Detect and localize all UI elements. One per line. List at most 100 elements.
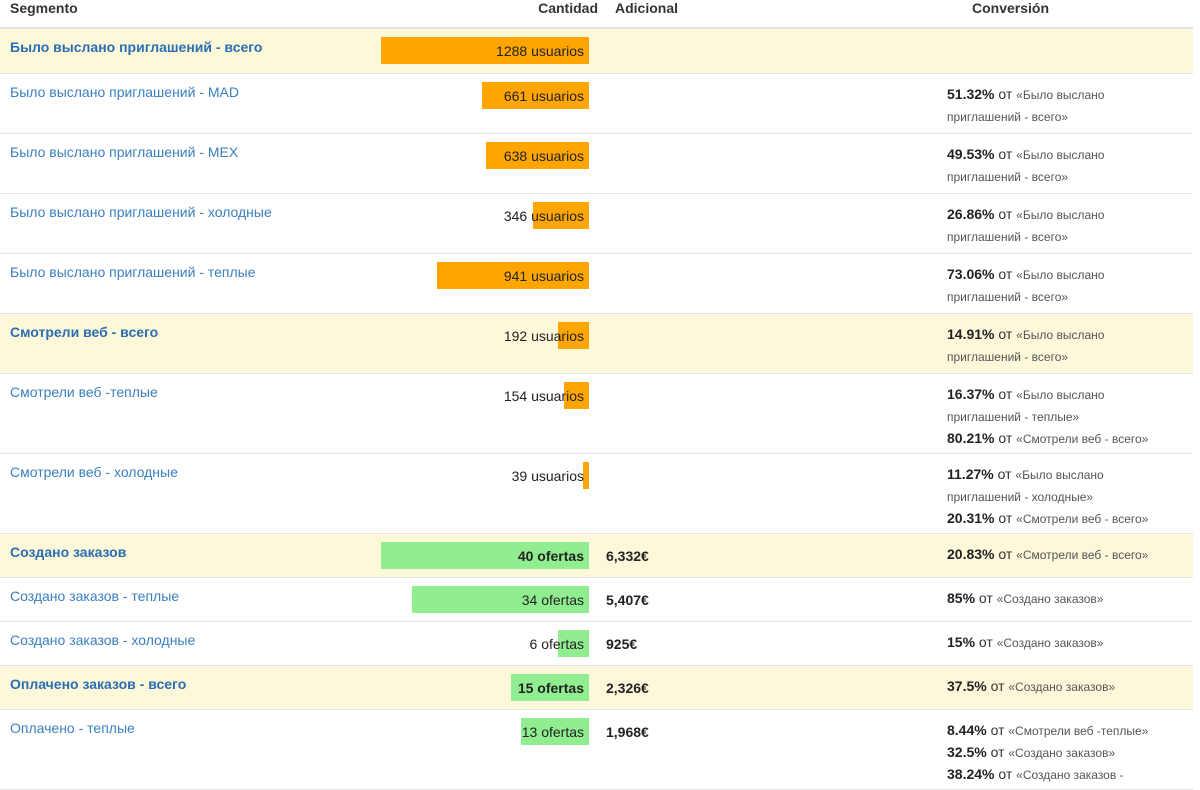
header-conversion[interactable]: Conversión bbox=[972, 0, 1050, 16]
quantity-bar bbox=[381, 542, 589, 569]
quantity-bar bbox=[521, 718, 589, 745]
quantity-value: 941 usuarios bbox=[503, 268, 584, 284]
conversion-percent: 15% bbox=[947, 634, 976, 650]
segment-link[interactable]: Создано заказов bbox=[10, 544, 127, 560]
conversion-line: 51.32% от «Было выслано приглашений - вс… bbox=[947, 84, 1157, 128]
conversion-of: от bbox=[975, 590, 997, 606]
segment-link[interactable]: Было выслано приглашений - холодные bbox=[10, 204, 272, 220]
quantity-value: 6 ofertas bbox=[529, 636, 584, 652]
segment-link[interactable]: Было выслано приглашений - теплые bbox=[10, 264, 256, 280]
conversion-of: от bbox=[986, 744, 1009, 760]
quantity-cell: 6 ofertas bbox=[380, 622, 590, 665]
additional-value bbox=[590, 29, 947, 73]
segment-link[interactable]: Смотрели веб - всего bbox=[10, 324, 159, 340]
conversion-line: 37.5% от «Создано заказов» bbox=[947, 676, 1157, 698]
conversion-line: 85% от «Создано заказов» bbox=[947, 588, 1157, 610]
conversion-of: от bbox=[994, 510, 1017, 526]
conversion-percent: 73.06% bbox=[947, 266, 995, 282]
conversion-of: от bbox=[986, 678, 1009, 694]
segment-link[interactable]: Было выслано приглашений - MEX bbox=[10, 144, 239, 160]
quantity-value: 638 usuarios bbox=[503, 148, 584, 164]
table-header: Segmento Cantidad Adicional Conversión bbox=[0, 0, 1193, 29]
table-body: Было выслано приглашений - всего 1288 usu… bbox=[0, 29, 1193, 790]
conversion-of: от bbox=[993, 466, 1016, 482]
additional-value bbox=[590, 134, 947, 193]
conversion-cell bbox=[947, 29, 1157, 73]
quantity-cell: 661 usuarios bbox=[380, 74, 590, 133]
quantity-bar bbox=[486, 142, 589, 169]
conversion-reference: «Было выслано приглашений - всего» bbox=[947, 88, 1105, 124]
quantity-bar bbox=[583, 462, 589, 489]
segment-link[interactable]: Создано заказов - теплые bbox=[10, 588, 180, 604]
conversion-reference: «Было выслано приглашений - всего» bbox=[947, 148, 1105, 184]
quantity-bar bbox=[437, 262, 589, 289]
quantity-cell: 1288 usuarios bbox=[380, 29, 590, 73]
conversion-line: 49.53% от «Было выслано приглашений - вс… bbox=[947, 144, 1157, 188]
additional-value bbox=[590, 194, 947, 253]
conversion-percent: 51.32% bbox=[947, 86, 995, 102]
conversion-line: 73.06% от «Было выслано приглашений - вс… bbox=[947, 264, 1157, 308]
conversion-reference: «Создано заказов - bbox=[1016, 768, 1124, 782]
conversion-line: 80.21% от «Смотрели веб - всего» bbox=[947, 428, 1157, 450]
table-row: Оплачено - теплые 13 ofertas 1,968€ 8.44% о… bbox=[0, 710, 1193, 790]
conversion-line: 15% от «Создано заказов» bbox=[947, 632, 1157, 654]
segment-link[interactable]: Оплачено заказов - всего bbox=[10, 676, 187, 692]
quantity-value: 40 ofertas bbox=[517, 548, 584, 564]
conversion-percent: 26.86% bbox=[947, 206, 995, 222]
additional-value: 6,332€ bbox=[606, 548, 649, 564]
quantity-cell: 941 usuarios bbox=[380, 254, 590, 313]
quantity-bar bbox=[511, 674, 589, 701]
quantity-cell: 39 usuarios bbox=[380, 454, 590, 533]
quantity-cell: 192 usuarios bbox=[380, 314, 590, 373]
conversion-percent: 32.5% bbox=[947, 744, 987, 760]
conversion-percent: 37.5% bbox=[947, 678, 987, 694]
conversion-cell: 51.32% от «Было выслано приглашений - вс… bbox=[947, 74, 1157, 133]
conversion-reference: «Смотрели веб - всего» bbox=[1016, 512, 1149, 526]
conversion-cell: 16.37% от «Было выслано приглашений - те… bbox=[947, 374, 1157, 453]
quantity-bar bbox=[412, 586, 589, 613]
quantity-cell: 638 usuarios bbox=[380, 134, 590, 193]
conversion-cell: 8.44% от «Смотрели веб -теплые» 32.5% от … bbox=[947, 710, 1157, 789]
additional-value bbox=[590, 254, 947, 313]
conversion-percent: 8.44% bbox=[947, 722, 987, 738]
conversion-cell: 85% от «Создано заказов» bbox=[947, 578, 1157, 621]
quantity-cell: 34 ofertas bbox=[380, 578, 590, 621]
quantity-cell: 40 ofertas bbox=[380, 534, 590, 577]
table-row: Было выслано приглашений - теплые 941 usu… bbox=[0, 254, 1193, 314]
conversion-reference: «Создано заказов» bbox=[1008, 680, 1116, 694]
conversion-reference: «Было выслано приглашений - теплые» bbox=[947, 388, 1105, 424]
conversion-reference: «Смотрели веб - всего» bbox=[1016, 548, 1149, 562]
segment-link[interactable]: Оплачено - теплые bbox=[10, 720, 135, 736]
additional-value: 5,407€ bbox=[606, 592, 649, 608]
segment-link[interactable]: Создано заказов - холодные bbox=[10, 632, 196, 648]
header-quantity[interactable]: Cantidad bbox=[538, 0, 598, 16]
segment-link[interactable]: Было выслано приглашений - всего bbox=[10, 39, 263, 55]
conversion-percent: 80.21% bbox=[947, 430, 995, 446]
header-additional[interactable]: Adicional bbox=[615, 0, 679, 16]
conversion-line: 20.83% от «Смотрели веб - всего» bbox=[947, 544, 1157, 566]
conversion-line: 14.91% от «Было выслано приглашений - вс… bbox=[947, 324, 1157, 368]
conversion-of: от bbox=[994, 386, 1017, 402]
table-row: Было выслано приглашений - MEX 638 usuari… bbox=[0, 134, 1193, 194]
table-row: Было выслано приглашений - холодные 346 u… bbox=[0, 194, 1193, 254]
quantity-bar bbox=[482, 82, 589, 109]
quantity-value: 1288 usuarios bbox=[496, 43, 584, 59]
additional-value bbox=[590, 454, 947, 533]
conversion-line: 11.27% от «Было выслано приглашений - хо… bbox=[947, 464, 1157, 508]
quantity-value: 34 ofertas bbox=[521, 592, 584, 608]
conversion-percent: 49.53% bbox=[947, 146, 995, 162]
conversion-reference: «Смотрели веб -теплые» bbox=[1008, 724, 1149, 738]
conversion-reference: «Было выслано приглашений - всего» bbox=[947, 268, 1105, 304]
segment-link[interactable]: Смотрели веб - холодные bbox=[10, 464, 178, 480]
conversion-of: от bbox=[994, 146, 1017, 162]
segment-link[interactable]: Смотрели веб -теплые bbox=[10, 384, 158, 400]
conversion-cell: 49.53% от «Было выслано приглашений - вс… bbox=[947, 134, 1157, 193]
quantity-cell: 346 usuarios bbox=[380, 194, 590, 253]
quantity-value: 15 ofertas bbox=[517, 680, 584, 696]
segment-link[interactable]: Было выслано приглашений - MAD bbox=[10, 84, 239, 100]
conversion-reference: «Создано заказов» bbox=[996, 592, 1104, 606]
header-segment[interactable]: Segmento bbox=[10, 0, 78, 16]
additional-value: 2,326€ bbox=[606, 680, 649, 696]
conversion-reference: «Создано заказов» bbox=[1008, 746, 1116, 760]
quantity-value: 192 usuarios bbox=[503, 328, 584, 344]
